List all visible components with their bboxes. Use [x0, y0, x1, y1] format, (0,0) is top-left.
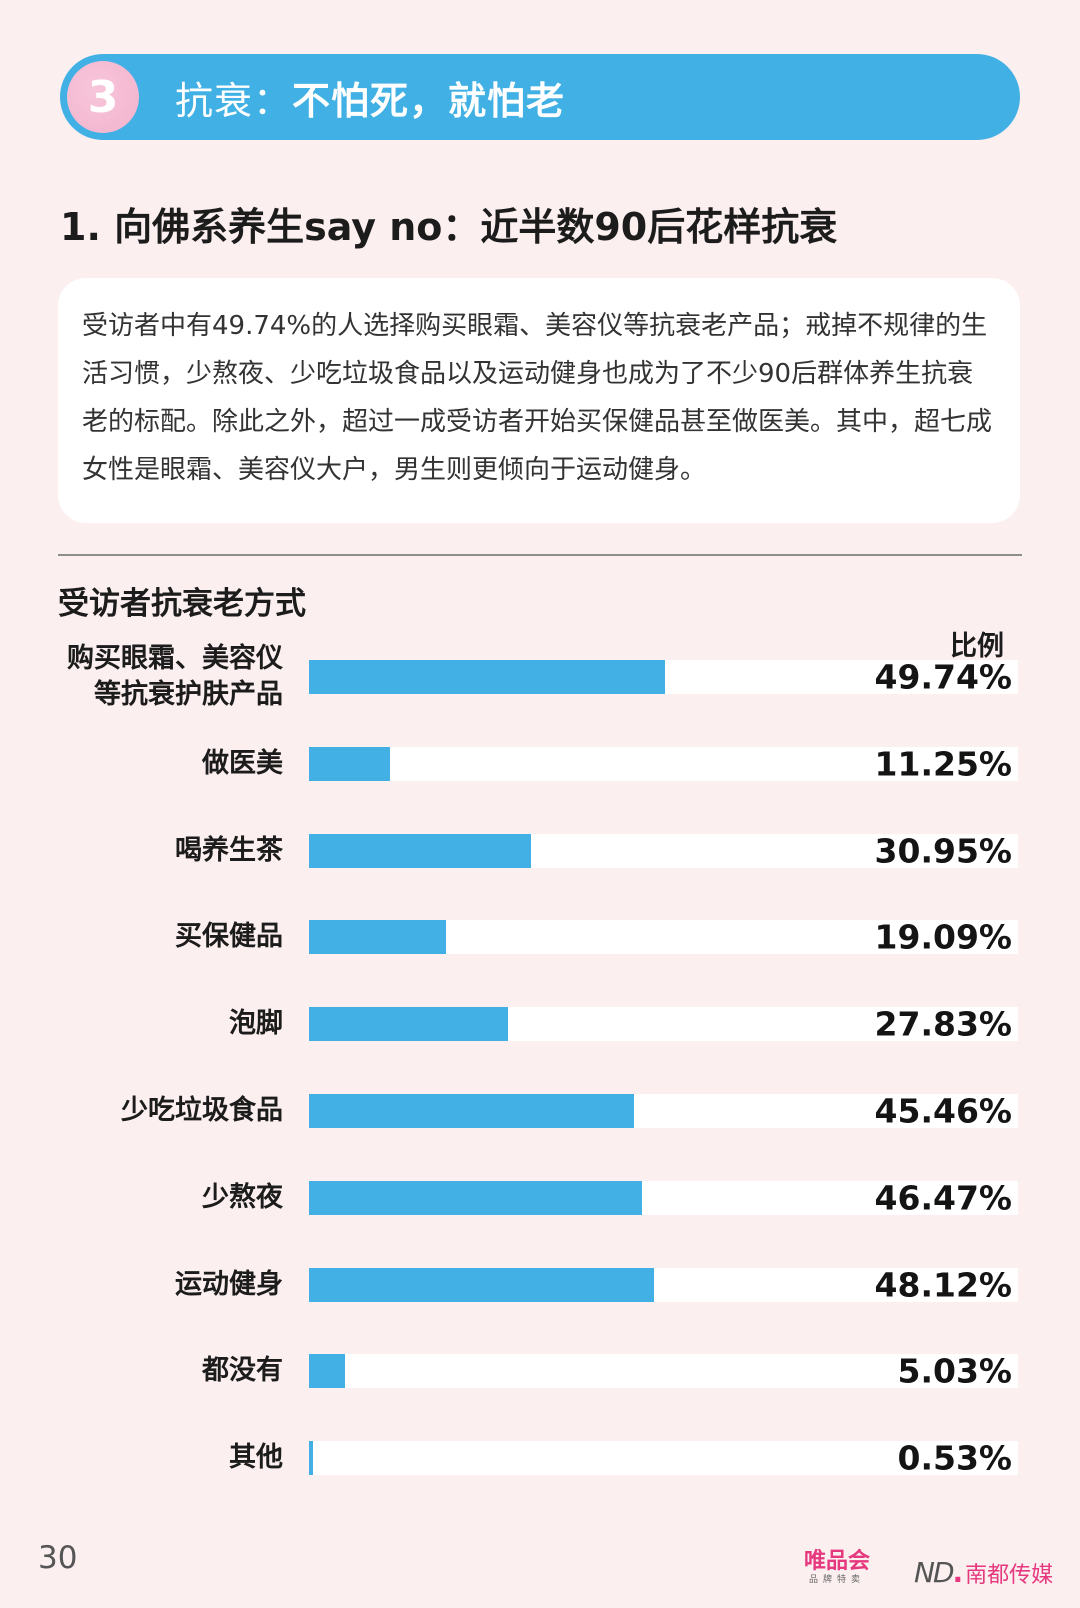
chart-row: 买保健品 19.09%	[0, 917, 1080, 957]
chart-row-label-line: 等抗衰护肤产品	[94, 679, 283, 710]
bar-fill	[309, 833, 531, 868]
bar-fill	[309, 1354, 345, 1389]
chart-row-label: 都没有	[202, 1353, 283, 1389]
chart-row-label: 喝养生茶	[175, 833, 283, 869]
bar-track	[309, 920, 1018, 955]
bar-value-label: 11.25%	[874, 744, 1012, 784]
chart-row-label-line: 运动健身	[175, 1268, 283, 1300]
chart-row-label: 买保健品	[175, 919, 283, 955]
banner-title-main: 不怕死，就怕老	[292, 78, 566, 123]
chart-row: 运动健身 48.12%	[0, 1265, 1080, 1305]
bar-fill	[309, 1180, 642, 1215]
chart-row-label: 泡脚	[229, 1006, 283, 1042]
vip-logo: 唯品会 品牌特卖	[804, 1550, 870, 1586]
bar-track	[309, 1354, 1018, 1389]
chart-row-label: 做医美	[202, 746, 283, 782]
chart-row-label: 购买眼霜、美容仪等抗衰护肤产品	[67, 641, 283, 713]
vip-logo-sub: 品牌特卖	[809, 1575, 866, 1585]
bar-value-label: 27.83%	[874, 1004, 1012, 1044]
chart-row: 都没有 5.03%	[0, 1351, 1080, 1391]
banner-title: 抗衰：不怕死，就怕老	[175, 70, 565, 125]
bar-track	[309, 1180, 1018, 1215]
bar-fill	[309, 746, 390, 781]
bar-track	[309, 1441, 1018, 1476]
chart-row-label-line: 购买眼霜、美容仪	[67, 643, 283, 674]
section-number-badge: 3	[67, 61, 139, 133]
bar-track	[309, 833, 1018, 868]
bar-value-label: 46.47%	[874, 1178, 1012, 1218]
chart-row-label-line: 喝养生茶	[175, 834, 283, 866]
chart-row-label-line: 做医美	[202, 747, 283, 779]
chart-row: 泡脚 27.83%	[0, 1004, 1080, 1044]
chart-row-label-line: 都没有	[202, 1355, 283, 1387]
bar-track	[309, 746, 1018, 781]
bar-track	[309, 1094, 1018, 1128]
bar-track	[309, 660, 1018, 694]
bar-value-label: 49.74%	[874, 657, 1012, 697]
chart-row-label-line: 买保健品	[175, 921, 283, 953]
divider	[58, 554, 1022, 556]
chart-row-label: 运动健身	[175, 1267, 283, 1303]
chart-row: 少熬夜 46.47%	[0, 1178, 1080, 1218]
bar-value-label: 19.09%	[874, 917, 1012, 957]
bar-fill	[309, 660, 666, 694]
vip-logo-main: 唯品会	[804, 1549, 871, 1574]
banner-title-prefix: 抗衰：	[175, 78, 293, 123]
nd-logo: ND. 南都传媒	[914, 1556, 1053, 1589]
chart-title: 受访者抗衰老方式	[58, 586, 306, 622]
nd-logo-text: 南都传媒	[965, 1563, 1054, 1588]
chart-row: 购买眼霜、美容仪等抗衰护肤产品 49.74%	[0, 643, 1080, 710]
chart-row: 喝养生茶 30.95%	[0, 831, 1080, 871]
chart-row-label-line: 泡脚	[229, 1008, 283, 1040]
nd-logo-dot: .	[952, 1556, 964, 1589]
bar-value-label: 0.53%	[897, 1438, 1013, 1478]
nd-logo-mark: ND	[914, 1556, 954, 1589]
chart-row-label-line: 少熬夜	[202, 1181, 283, 1213]
bar-fill	[309, 1007, 509, 1042]
chart-row-label: 其他	[229, 1440, 283, 1476]
bar-value-label: 30.95%	[874, 831, 1012, 871]
chart-row-label-line: 少吃垃圾食品	[121, 1095, 283, 1126]
chart-row: 做医美 11.25%	[0, 744, 1080, 784]
chart-row-label-line: 其他	[229, 1442, 283, 1474]
bar-value-label: 45.46%	[874, 1091, 1012, 1131]
section-banner: 3 抗衰：不怕死，就怕老	[60, 54, 1020, 140]
bar-fill	[309, 920, 446, 955]
bar-track	[309, 1267, 1018, 1302]
bar-value-label: 48.12%	[874, 1265, 1012, 1305]
bar-fill	[309, 1094, 635, 1128]
column-header-ratio: 比例	[950, 631, 1004, 662]
summary-card: 受访者中有49.74%的人选择购买眼霜、美容仪等抗衰老产品；戒掉不规律的生活习惯…	[58, 278, 1020, 523]
section-title: 1. 向佛系养生say no：近半数90后花样抗衰	[60, 205, 838, 249]
chart-row: 少吃垃圾食品 45.46%	[0, 1091, 1080, 1131]
chart-row-label: 少熬夜	[202, 1180, 283, 1216]
bar-track	[309, 1007, 1018, 1042]
bar-fill	[309, 1441, 313, 1476]
chart-row-label: 少吃垃圾食品	[121, 1093, 283, 1129]
bar-fill	[309, 1267, 654, 1302]
bar-value-label: 5.03%	[897, 1351, 1013, 1391]
summary-text: 受访者中有49.74%的人选择购买眼霜、美容仪等抗衰老产品；戒掉不规律的生活习惯…	[82, 311, 993, 485]
chart-row: 其他 0.53%	[0, 1438, 1080, 1478]
page-number: 30	[38, 1540, 78, 1576]
